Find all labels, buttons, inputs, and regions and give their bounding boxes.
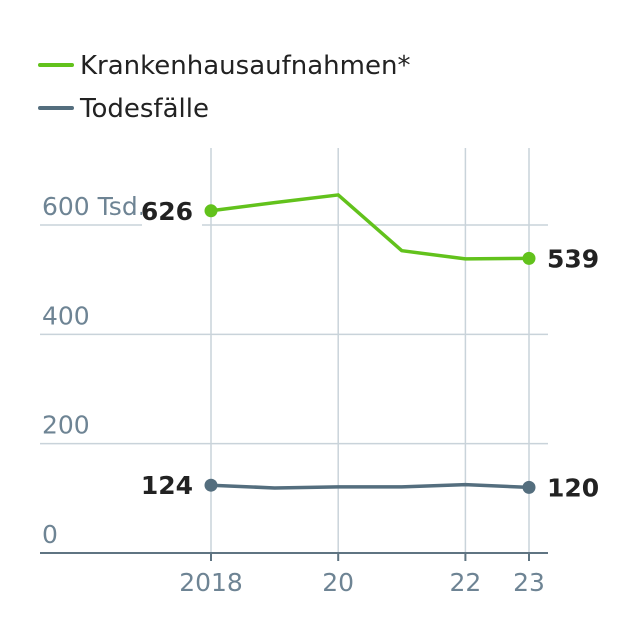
x-axis: 2018 20 22 23: [179, 553, 545, 597]
y-axis: 0 200 400 600 Tsd.: [42, 192, 146, 549]
series-start-point: [204, 204, 218, 218]
x-tick-label: 20: [322, 568, 354, 597]
data-labels: 626 539 124 120: [141, 193, 599, 502]
label-backing: [142, 193, 202, 228]
legend-label: Todesfälle: [79, 94, 209, 124]
chart-legend: Krankenhausaufnahmen* Todesfälle: [38, 51, 410, 124]
series-end-label: 120: [547, 473, 599, 502]
series-line: [209, 482, 531, 490]
series-end-point: [522, 251, 536, 265]
y-tick-label: 200: [42, 411, 90, 440]
series-line: [209, 193, 531, 261]
y-tick-label: 0: [42, 520, 58, 549]
x-tick-label: 23: [513, 568, 545, 597]
series-start-label: 124: [141, 471, 193, 500]
series-start-point: [204, 478, 218, 492]
series-start-label: 626: [141, 197, 193, 226]
x-tick-label: 2018: [179, 568, 243, 597]
x-tick-label: 22: [449, 568, 481, 597]
legend-label: Krankenhausaufnahmen*: [80, 51, 410, 81]
series-end-label: 539: [547, 244, 599, 273]
series-end-point: [522, 480, 536, 494]
y-tick-label: 400: [42, 301, 90, 330]
chart-series: [204, 193, 536, 494]
y-tick-label: 600 Tsd.: [42, 192, 146, 221]
